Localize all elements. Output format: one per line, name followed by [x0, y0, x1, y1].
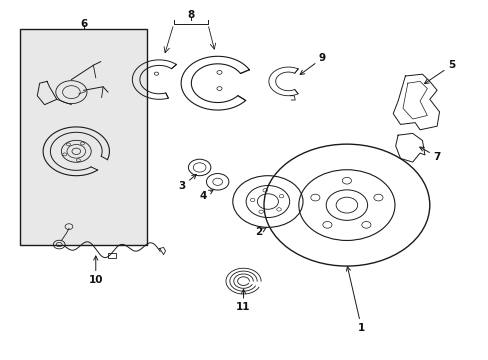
Text: 7: 7: [419, 147, 440, 162]
Text: 6: 6: [80, 19, 87, 29]
Text: 8: 8: [187, 10, 194, 20]
Text: 3: 3: [178, 175, 196, 192]
Text: 9: 9: [300, 53, 325, 75]
Text: 10: 10: [88, 256, 103, 285]
Bar: [20, 30, 147, 244]
Text: 11: 11: [236, 289, 250, 312]
Text: 4: 4: [199, 190, 213, 201]
Text: 2: 2: [255, 227, 266, 237]
Bar: [108, 253, 116, 258]
Text: 1: 1: [346, 267, 365, 333]
Text: 5: 5: [424, 60, 454, 84]
